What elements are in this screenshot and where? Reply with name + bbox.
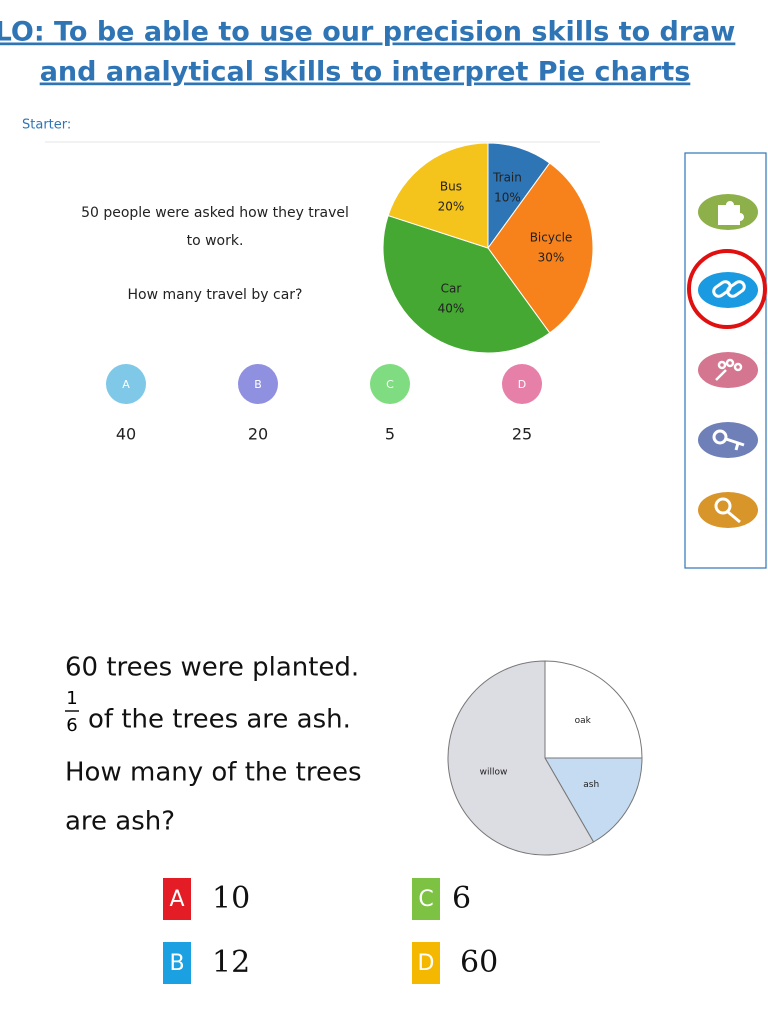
option-answer: 12 (212, 945, 250, 980)
option-answer: 20 (248, 425, 268, 444)
icon-glyph (712, 280, 732, 298)
option-letter: A (122, 378, 130, 391)
pie-slice (544, 757, 643, 843)
option-letter: B (169, 951, 184, 976)
option-answer: 5 (385, 425, 395, 444)
icon-glyph (726, 280, 746, 298)
slice-label: Car (441, 281, 462, 295)
option-badge[interactable] (412, 878, 440, 920)
option-button[interactable] (106, 364, 146, 404)
question-text: 50 people were asked how they travel (81, 205, 349, 221)
slice-label: oak (575, 716, 592, 726)
starter-label: Starter: (22, 118, 71, 133)
question-text: are ash? (65, 807, 175, 837)
slice-label: Bus (440, 180, 462, 194)
option-badge[interactable] (412, 942, 440, 984)
option-badge[interactable] (163, 878, 191, 920)
option-button[interactable] (370, 364, 410, 404)
option-button[interactable] (238, 364, 278, 404)
pie-slice (387, 142, 489, 249)
question-text: How many travel by car? (128, 287, 303, 303)
pie-slice (447, 660, 595, 856)
highlight-ring (687, 249, 767, 329)
option-answer: 25 (512, 425, 532, 444)
icon-glyph (718, 201, 744, 225)
option-letter: C (386, 378, 394, 391)
option-letter: D (418, 951, 435, 976)
slice-value-label: 40% (438, 301, 465, 315)
fraction-denominator: 6 (66, 715, 77, 736)
icon-glyph (714, 497, 741, 524)
option-letter: D (518, 378, 526, 391)
slice-value-label: 10% (494, 191, 521, 205)
slice-label: willow (480, 767, 508, 777)
icon[interactable] (698, 352, 758, 388)
option-answer: 60 (460, 945, 498, 980)
title-line: LO: To be able to use our precision skil… (0, 17, 735, 48)
title-line: and analytical skills to interpret Pie c… (40, 57, 691, 88)
option-answer: 40 (116, 425, 136, 444)
option-letter: B (254, 378, 262, 391)
fraction-numerator: 1 (66, 688, 77, 709)
icon-glyph (715, 358, 743, 381)
slice-value-label: 30% (538, 251, 565, 265)
option-answer: 6 (452, 881, 471, 916)
question-text: to work. (187, 233, 244, 249)
slice-label: ash (583, 780, 599, 790)
question-text: of the trees are ash. (88, 705, 351, 735)
pie-slice (487, 162, 594, 334)
option-answer: 10 (212, 881, 250, 916)
question-text: How many of the trees (65, 758, 362, 788)
icon-glyph (712, 429, 745, 451)
option-badge[interactable] (163, 942, 191, 984)
slice-label: Bicycle (530, 231, 573, 245)
pie-slice (382, 214, 551, 354)
option-letter: C (418, 887, 433, 912)
slice-value-label: 20% (438, 200, 465, 214)
question-text: 60 trees were planted. (65, 653, 359, 683)
option-letter: A (169, 887, 184, 912)
slice-label: Train (492, 171, 522, 185)
pie-slice (544, 660, 643, 759)
sidebar-box (684, 152, 767, 569)
option-button[interactable] (502, 364, 542, 404)
sidebar (684, 152, 767, 569)
